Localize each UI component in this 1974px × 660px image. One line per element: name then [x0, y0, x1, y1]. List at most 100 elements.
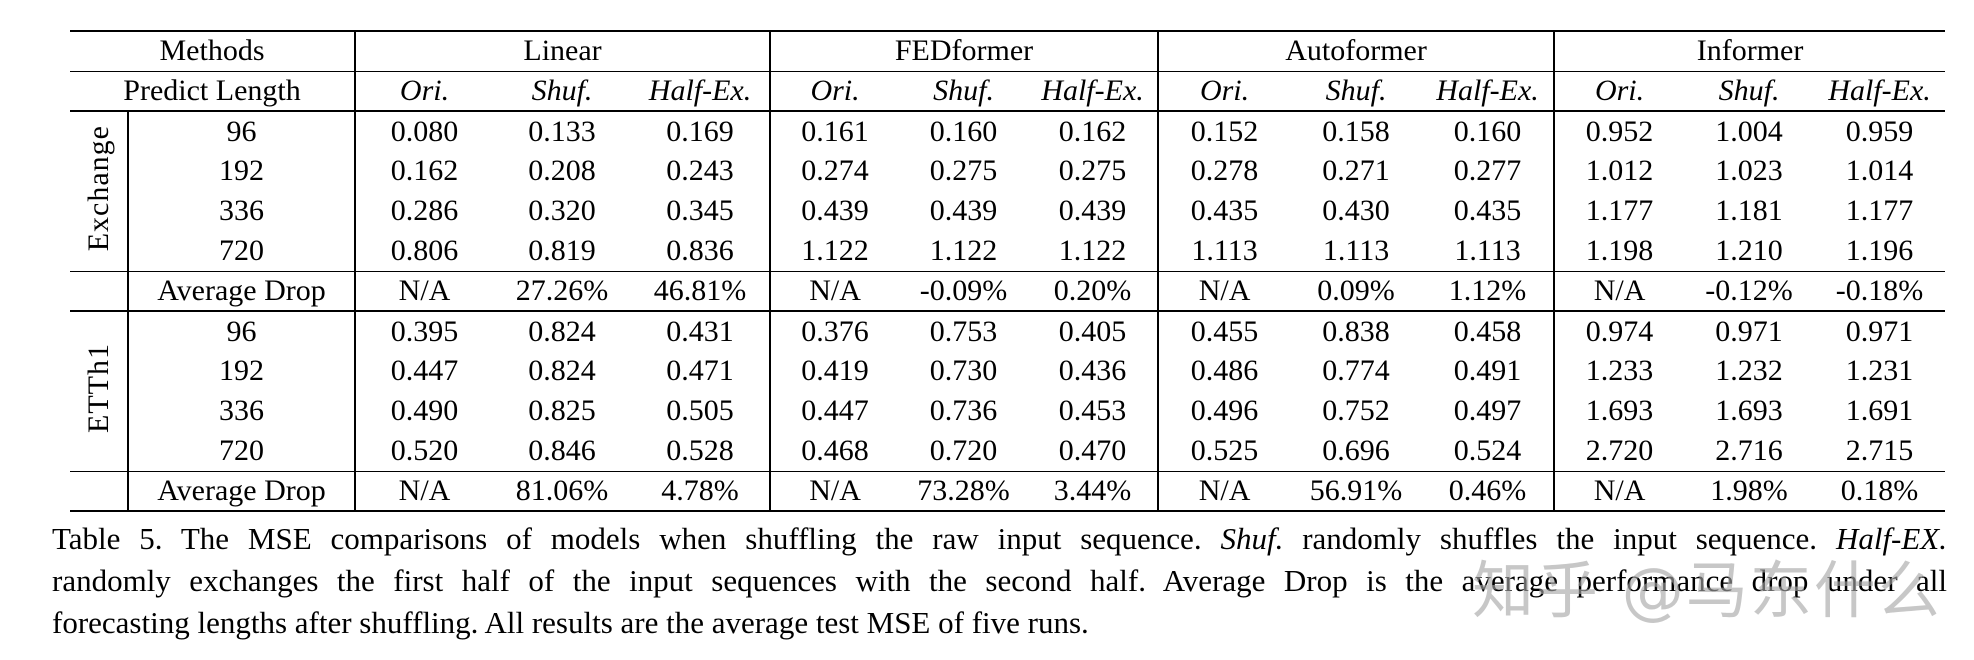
table-cell: 0.496 [1190, 394, 1259, 427]
table-cell: 0.497 [1422, 391, 1556, 431]
table-cell: 0.825 [528, 394, 596, 427]
table-cell: N/A [1554, 270, 1685, 312]
table-cell: 27.26% [493, 270, 631, 312]
table-header-row-methods: Methods Linear FEDformer Autoformer Info… [70, 31, 1946, 72]
methods-header: Methods [70, 31, 356, 72]
predict-length-cell: 720 [128, 431, 356, 471]
table-cell: 0.275 [1028, 151, 1160, 191]
dataset-label-etth1: ETTh1 [70, 311, 129, 471]
predict-length-header: Predict Length [70, 71, 356, 112]
table-cell: 1.122 [1028, 231, 1160, 271]
subheader-autoformer-ori: Ori. [1158, 71, 1291, 112]
table-cell: 0.971 [1845, 314, 1914, 348]
table-cell: 0.376 [801, 314, 869, 348]
table-cell: 1.177 [1585, 194, 1654, 227]
table-cell: 0.439 [801, 194, 869, 227]
dataset-label-exchange: Exchange [70, 111, 129, 271]
table-cell: 3.44% [1028, 470, 1160, 511]
table-cell: 0.080 [390, 114, 459, 148]
mse-comparison-table: Methods Linear FEDformer Autoformer Info… [70, 30, 1946, 512]
table-cell: -0.09% [899, 270, 1029, 312]
table-cell: 0.471 [631, 351, 772, 391]
table-cell: 1.693 [1715, 394, 1783, 427]
group-header-fedformer: FEDformer [770, 31, 1160, 72]
predict-length-cell: 720 [128, 231, 356, 271]
table-cell: 0.160 [929, 114, 998, 148]
table-cell: 81.06% [493, 470, 631, 511]
table-cell: 0.320 [528, 194, 596, 227]
table-row: 192 0.447 0.824 0.471 0.419 0.730 0.436 0.486 0.… [70, 351, 1945, 391]
table-cell: 0.720 [929, 433, 998, 467]
table-cell: 1.198 [1585, 233, 1654, 267]
table-cell: 0.439 [1028, 191, 1160, 231]
subheader-informer-ori: Ori. [1554, 71, 1685, 112]
table-cell: 0.490 [390, 394, 459, 427]
caption-italic-term: Shuf. [1220, 521, 1284, 556]
table-cell: 2.716 [1715, 433, 1783, 467]
table-cell: 0.455 [1190, 314, 1259, 348]
subheader-linear-halfex: Half-Ex. [631, 71, 772, 112]
predict-length-cell: 336 [128, 391, 356, 431]
table-cell: 0.286 [390, 194, 459, 227]
table-cell: 0.486 [1190, 354, 1259, 387]
caption-text: Table 5. The MSE comparisons of models w… [52, 521, 1221, 556]
table-cell: 1.231 [1845, 354, 1914, 387]
caption-line: randomly exchanges the first half of the… [52, 560, 1947, 602]
table-cell: 1.232 [1715, 354, 1783, 387]
table-cell: 0.824 [528, 354, 596, 387]
dataset-label-text: Exchange [81, 125, 115, 252]
table-cell: 0.752 [1322, 394, 1390, 427]
table-row: Exchange 96 0.080 0.133 0.169 0.161 0.160 0.162… [70, 111, 1945, 271]
table-cell: 0.160 [1422, 111, 1556, 151]
table-cell: 0.971 [1715, 314, 1783, 348]
caption-line: Table 5. The MSE comparisons of models w… [52, 518, 1947, 560]
table-cell: 0.243 [631, 151, 772, 191]
table-cell: 0.436 [1028, 351, 1160, 391]
table-cell: 0.20% [1028, 270, 1160, 312]
table-cell: 1.004 [1715, 114, 1783, 148]
empty-label-cell [70, 470, 129, 511]
table-row: 720 0.520 0.846 0.528 0.468 0.720 0.470 0.525 0.… [70, 431, 1945, 471]
table-cell: 2.715 [1845, 433, 1914, 467]
subheader-autoformer-halfex: Half-Ex. [1422, 71, 1556, 112]
table-cell: 1.181 [1715, 194, 1783, 227]
table-cell: 0.824 [528, 314, 596, 348]
table-cell: 0.435 [1190, 194, 1259, 227]
table-cell: N/A [770, 470, 900, 511]
table-cell: N/A [355, 270, 493, 312]
table-cell: 0.405 [1028, 311, 1160, 351]
table-cell: 1.023 [1715, 154, 1783, 187]
subheader-fedformer-shuf: Shuf. [899, 71, 1029, 112]
table-cell: 0.447 [390, 354, 459, 387]
table-cell: 0.133 [528, 114, 596, 148]
table-cell: 1.113 [1322, 233, 1390, 267]
subheader-informer-shuf: Shuf. [1684, 71, 1815, 112]
table-cell: 1.113 [1422, 231, 1556, 271]
table-row: ETTh1 96 0.395 0.824 0.431 0.376 0.753 0.405 0.4… [70, 311, 1945, 471]
table-cell: 0.09% [1290, 270, 1423, 312]
table-cell: 0.18% [1814, 470, 1946, 511]
table-row: 192 0.162 0.208 0.243 0.274 0.275 0.275 0.278 0.… [70, 151, 1945, 191]
table-cell: 0.208 [528, 154, 596, 187]
caption-italic-term: Half-EX. [1835, 521, 1947, 556]
table-cell: 0.806 [390, 233, 459, 267]
table-cell: 0.520 [390, 433, 459, 467]
group-header-autoformer: Autoformer [1158, 31, 1556, 72]
table-cell: 0.491 [1422, 351, 1556, 391]
subheader-informer-halfex: Half-Ex. [1814, 71, 1946, 112]
subheader-linear-shuf: Shuf. [493, 71, 631, 112]
average-drop-label: Average Drop [128, 470, 356, 511]
table-cell: 0.753 [929, 314, 998, 348]
table-cell: 0.528 [631, 431, 772, 471]
table-cell: 1.014 [1845, 154, 1914, 187]
table-row: 720 0.806 0.819 0.836 1.122 1.122 1.122 1.113 1.… [70, 231, 1945, 271]
table-cell: 0.524 [1422, 431, 1556, 471]
table-row: 336 0.490 0.825 0.505 0.447 0.736 0.453 0.496 0.… [70, 391, 1945, 431]
table-cell: 0.468 [801, 433, 869, 467]
table-row: 336 0.286 0.320 0.345 0.439 0.439 0.439 0.435 0.… [70, 191, 1945, 231]
group-header-informer: Informer [1554, 31, 1946, 72]
table-cell: 0.419 [801, 354, 869, 387]
table-cell: -0.18% [1814, 270, 1946, 312]
table-cell: 0.278 [1190, 154, 1259, 187]
